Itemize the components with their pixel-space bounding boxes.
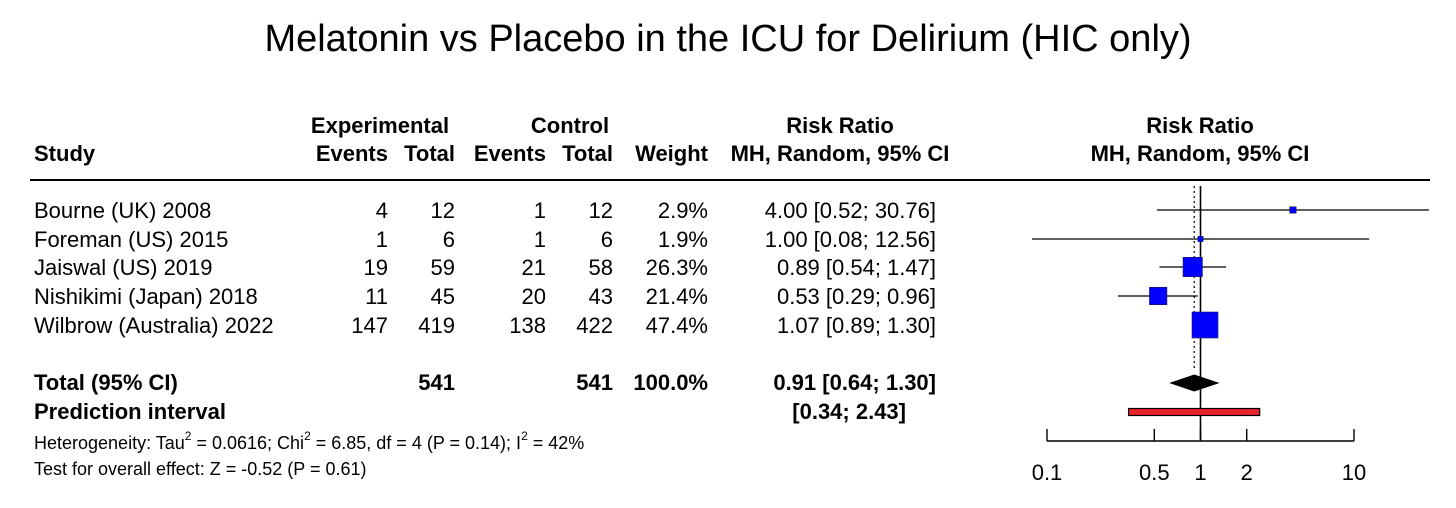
exp-total: 59 xyxy=(430,255,455,280)
total-exp-total: 541 xyxy=(418,370,455,395)
header-rule xyxy=(30,179,1430,181)
study-square xyxy=(1149,286,1168,306)
heterogeneity-sup: 2 xyxy=(184,429,192,443)
heterogeneity-part: Heterogeneity: Tau xyxy=(34,433,185,453)
study-name: Nishikimi (Japan) 2018 xyxy=(34,284,258,309)
ctl-total: 58 xyxy=(588,255,613,280)
chart-title: Melatonin vs Placebo in the ICU for Deli… xyxy=(264,18,1192,60)
heterogeneity-text: Heterogeneity: Tau2 = 0.0616; Chi2 = 6.8… xyxy=(34,429,585,454)
prediction-interval-bar xyxy=(1127,407,1261,417)
study-square xyxy=(1197,236,1204,242)
ctl-total: 43 xyxy=(588,284,613,309)
risk-ratio-ci: 0.89 [0.54; 1.47] xyxy=(776,255,936,280)
exp-events: 1 xyxy=(375,227,388,252)
exp-events: 19 xyxy=(363,255,388,280)
summary-diamond xyxy=(1169,374,1220,392)
header-control: Control xyxy=(530,113,610,138)
exp-total: 12 xyxy=(430,198,455,223)
heterogeneity-part: = 6.85, df = 4 (P = 0.14); I xyxy=(310,433,522,453)
prediction-ci: [0.34; 2.43] xyxy=(792,399,906,424)
total-weight: 100.0% xyxy=(633,370,708,395)
risk-ratio-ci: 4.00 [0.52; 30.76] xyxy=(764,198,936,223)
risk-ratio-ci: 1.00 [0.08; 12.56] xyxy=(764,227,936,252)
heterogeneity-sup: 2 xyxy=(521,429,528,443)
exp-events: 147 xyxy=(351,313,388,338)
ctl-events: 1 xyxy=(533,198,546,223)
weight: 21.4% xyxy=(645,284,708,309)
x-tick-label: 0.5 xyxy=(1139,460,1170,485)
header-ctl-total: Total xyxy=(562,141,613,166)
overall-effect-text: Test for overall effect: Z = -0.52 (P = … xyxy=(34,459,367,479)
ctl-events: 1 xyxy=(533,227,546,252)
x-tick-label: 0.1 xyxy=(1032,460,1063,485)
risk-ratio-ci: 0.53 [0.29; 0.96] xyxy=(776,284,936,309)
study-square xyxy=(1191,311,1219,339)
ctl-events: 138 xyxy=(509,313,546,338)
exp-events: 4 xyxy=(375,198,388,223)
exp-total: 419 xyxy=(418,313,455,338)
x-tick-label: 10 xyxy=(1342,460,1366,485)
study-name: Jaiswal (US) 2019 xyxy=(34,255,213,280)
heterogeneity-part: = 42% xyxy=(527,433,585,453)
total-label: Total (95% CI) xyxy=(34,370,178,395)
header-rr-title: Risk Ratio xyxy=(786,113,894,138)
heterogeneity-part: = 0.0616; Chi xyxy=(191,433,305,453)
study-name: Foreman (US) 2015 xyxy=(34,227,229,252)
header-experimental: Experimental xyxy=(310,113,450,138)
header-weight: Weight xyxy=(635,141,708,166)
ctl-events: 21 xyxy=(521,255,546,280)
header-plot-method: MH, Random, 95% CI xyxy=(1090,141,1310,166)
exp-events: 11 xyxy=(365,284,388,309)
header-plot-title: Risk Ratio xyxy=(1146,113,1254,138)
total-ctl-total: 541 xyxy=(576,370,613,395)
weight: 1.9% xyxy=(657,227,708,252)
exp-total: 6 xyxy=(442,227,455,252)
weight: 47.4% xyxy=(645,313,708,338)
ctl-events: 20 xyxy=(521,284,546,309)
ctl-total: 12 xyxy=(588,198,613,223)
risk-ratio-ci: 1.07 [0.89; 1.30] xyxy=(776,313,936,338)
ctl-total: 6 xyxy=(600,227,613,252)
study-square xyxy=(1182,257,1203,277)
heterogeneity-sup: 2 xyxy=(304,429,311,443)
total-risk-ratio-ci: 0.91 [0.64; 1.30] xyxy=(773,370,936,395)
weight: 2.9% xyxy=(657,198,708,223)
ctl-total: 422 xyxy=(576,313,613,338)
header-ctl-events: Events xyxy=(473,141,546,166)
header-rr-method: MH, Random, 95% CI xyxy=(730,141,950,166)
x-tick-label: 2 xyxy=(1241,460,1253,485)
x-tick-label: 1 xyxy=(1194,460,1206,485)
weight: 26.3% xyxy=(645,255,708,280)
header-exp-total: Total xyxy=(404,141,455,166)
prediction-label: Prediction interval xyxy=(34,399,226,424)
exp-total: 45 xyxy=(430,284,455,309)
study-name: Bourne (UK) 2008 xyxy=(34,198,212,223)
study-square xyxy=(1289,206,1297,214)
header-study: Study xyxy=(34,141,96,166)
study-name: Wilbrow (Australia) 2022 xyxy=(34,313,274,338)
header-exp-events: Events xyxy=(315,141,388,166)
